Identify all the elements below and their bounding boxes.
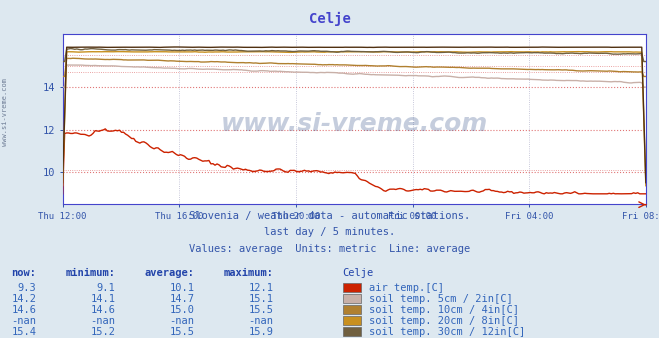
Text: soil temp. 20cm / 8in[C]: soil temp. 20cm / 8in[C] (369, 316, 519, 326)
Text: 14.6: 14.6 (11, 305, 36, 315)
Text: maximum:: maximum: (223, 268, 273, 278)
Text: minimum:: minimum: (65, 268, 115, 278)
Text: Celje: Celje (308, 12, 351, 26)
Text: www.si-vreme.com: www.si-vreme.com (221, 112, 488, 136)
Text: Values: average  Units: metric  Line: average: Values: average Units: metric Line: aver… (189, 244, 470, 254)
Text: 9.3: 9.3 (18, 283, 36, 293)
Text: -nan: -nan (248, 316, 273, 326)
Text: 14.6: 14.6 (90, 305, 115, 315)
Text: 15.9: 15.9 (248, 327, 273, 337)
Text: 15.4: 15.4 (11, 327, 36, 337)
Text: air temp.[C]: air temp.[C] (369, 283, 444, 293)
Text: Slovenia / weather data - automatic stations.: Slovenia / weather data - automatic stat… (189, 211, 470, 221)
Text: 15.1: 15.1 (248, 294, 273, 304)
Text: average:: average: (144, 268, 194, 278)
Bar (343, 327, 361, 336)
Text: 15.2: 15.2 (90, 327, 115, 337)
Text: 15.5: 15.5 (169, 327, 194, 337)
Bar (343, 294, 361, 303)
Text: now:: now: (11, 268, 36, 278)
Text: -nan: -nan (11, 316, 36, 326)
Text: 12.1: 12.1 (248, 283, 273, 293)
Text: 10.1: 10.1 (169, 283, 194, 293)
Bar (343, 305, 361, 314)
Text: -nan: -nan (90, 316, 115, 326)
Text: soil temp. 10cm / 4in[C]: soil temp. 10cm / 4in[C] (369, 305, 519, 315)
Bar (343, 316, 361, 325)
Text: last day / 5 minutes.: last day / 5 minutes. (264, 227, 395, 238)
Text: soil temp. 30cm / 12in[C]: soil temp. 30cm / 12in[C] (369, 327, 525, 337)
Text: www.si-vreme.com: www.si-vreme.com (2, 77, 9, 146)
Text: soil temp. 5cm / 2in[C]: soil temp. 5cm / 2in[C] (369, 294, 513, 304)
Text: -nan: -nan (169, 316, 194, 326)
Bar (343, 283, 361, 292)
Text: 14.7: 14.7 (169, 294, 194, 304)
Text: 15.5: 15.5 (248, 305, 273, 315)
Text: 14.2: 14.2 (11, 294, 36, 304)
Text: Celje: Celje (343, 268, 374, 278)
Text: 14.1: 14.1 (90, 294, 115, 304)
Text: 9.1: 9.1 (97, 283, 115, 293)
Text: 15.0: 15.0 (169, 305, 194, 315)
